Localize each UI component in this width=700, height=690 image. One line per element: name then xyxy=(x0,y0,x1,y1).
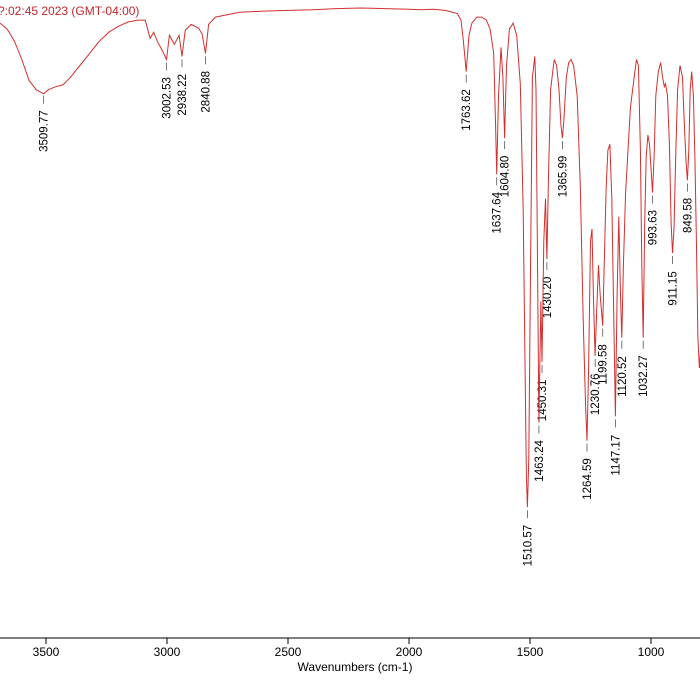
peak-label: 1264.59 xyxy=(582,458,594,500)
peak-label: 849.58 xyxy=(682,198,694,233)
peak-label: 1430.20 xyxy=(542,277,554,319)
peak-annotation: 2938.22 xyxy=(177,59,189,116)
x-axis-title: Wavenumbers (cm-1) xyxy=(298,660,413,674)
peak-label: 1230.76 xyxy=(590,374,602,416)
peak-label: 911.15 xyxy=(668,271,680,305)
peak-annotation: 993.63 xyxy=(648,195,660,245)
peak-annotation: 849.58 xyxy=(682,183,694,233)
peak-annotation: 3002.53 xyxy=(161,62,173,119)
peak-label: 1365.99 xyxy=(557,156,569,198)
spectrum-line xyxy=(0,7,700,508)
peak-label: 1463.24 xyxy=(534,440,546,482)
peak-label: 1763.62 xyxy=(461,89,473,131)
peak-label: 1032.27 xyxy=(638,355,650,397)
x-tick-label: 2500 xyxy=(275,645,302,659)
x-tick-label: 1500 xyxy=(517,645,544,659)
peak-label: 1147.17 xyxy=(610,435,622,476)
peak-label: 3002.53 xyxy=(161,77,173,119)
peak-annotation: 911.15 xyxy=(668,256,680,306)
peak-label: 1637.64 xyxy=(492,191,504,233)
peak-label: 1450.31 xyxy=(537,380,549,422)
peak-annotation: 1199.58 xyxy=(598,328,610,385)
peak-annotation: 1510.57 xyxy=(522,510,534,566)
x-tick-label: 3500 xyxy=(33,645,60,659)
peak-annotation: 1264.59 xyxy=(582,443,594,500)
peak-annotation: 1604.80 xyxy=(500,141,512,197)
peak-annotation: 2840.88 xyxy=(201,56,213,113)
peak-annotation: 1763.62 xyxy=(461,74,473,131)
peak-annotation: 1637.64 xyxy=(492,177,504,234)
peak-label: 2938.22 xyxy=(177,74,189,116)
peak-annotation: 1230.76 xyxy=(590,358,602,416)
peak-annotation: 1365.99 xyxy=(557,141,569,197)
x-axis-ticks: 3500 3000 2500 2000 1500 1000 xyxy=(33,638,665,659)
peak-label: 993.63 xyxy=(648,210,660,245)
peak-label: 2840.88 xyxy=(201,71,213,113)
peak-annotation: 1450.31 xyxy=(537,364,549,422)
peak-label: 1120.52 xyxy=(617,356,629,397)
x-tick-label: 3000 xyxy=(154,645,181,659)
x-tick-label: 2000 xyxy=(396,645,423,659)
peak-annotation: 1147.17 xyxy=(610,419,622,476)
peak-annotation: 1032.27 xyxy=(638,340,650,397)
peak-annotation: 1430.20 xyxy=(542,262,554,318)
peak-label: 1199.58 xyxy=(598,344,610,385)
peak-annotation: 1463.24 xyxy=(534,425,546,482)
peak-labels: 3509.77 3002.53 2938.22 2840.88 1763.62 1637.… xyxy=(39,56,694,566)
peak-annotation: 1120.52 xyxy=(617,340,629,397)
peak-label: 1604.80 xyxy=(500,156,512,198)
peak-annotation: 3509.77 xyxy=(39,95,51,152)
peak-label: 3509.77 xyxy=(39,110,51,152)
peak-label: 1510.57 xyxy=(522,525,534,567)
timestamp-header: ?:02:45 2023 (GMT-04:00) xyxy=(0,4,139,18)
x-tick-label: 1000 xyxy=(638,645,665,659)
